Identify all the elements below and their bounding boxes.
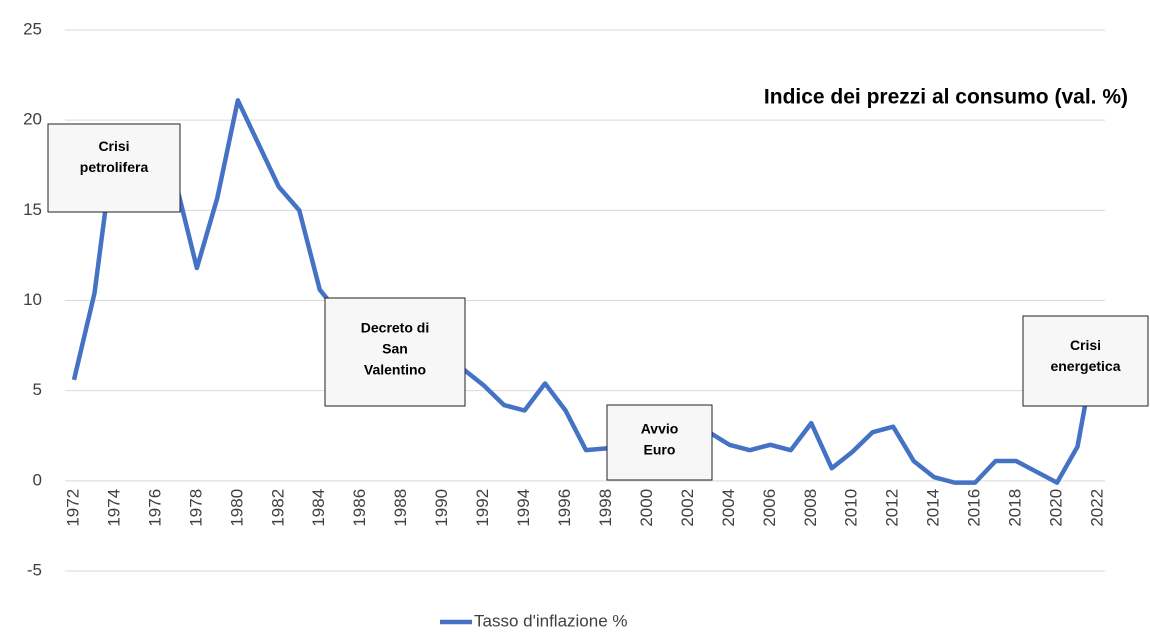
x-tick-label: 2006 <box>760 489 779 527</box>
x-tick-label: 2016 <box>965 489 984 527</box>
x-tick-label: 2004 <box>719 489 738 527</box>
x-tick-label: 1988 <box>391 489 410 527</box>
annotation-box <box>324 297 466 407</box>
x-tick-label: 1994 <box>514 489 533 527</box>
x-tick-label: 1976 <box>145 489 164 527</box>
annotation-text: energetica <box>1050 358 1120 374</box>
chart-title: Indice dei prezzi al consumo (val. %) <box>764 86 1128 109</box>
legend-label: Tasso d'inflazione % <box>474 611 628 630</box>
annotation-text: Crisi <box>98 138 129 154</box>
x-tick-label: 1992 <box>473 489 492 527</box>
x-tick-label: 1986 <box>350 489 369 527</box>
annotation-text: Decreto di <box>361 320 429 336</box>
annotation-text: Valentino <box>364 362 426 378</box>
y-tick-label: 10 <box>23 290 42 309</box>
annotation-box <box>47 123 181 213</box>
x-tick-label: 2020 <box>1047 489 1066 527</box>
annotation: Avvio Euro <box>606 404 713 481</box>
y-tick-label: 15 <box>23 200 42 219</box>
x-tick-label: 1984 <box>309 489 328 527</box>
annotation-text: Euro <box>644 442 676 458</box>
annotation-box <box>606 404 713 481</box>
x-tick-label: 2008 <box>801 489 820 527</box>
x-tick-label: 1974 <box>104 489 123 527</box>
annotation-text: petrolifera <box>80 159 149 175</box>
y-tick-label: 5 <box>33 380 42 399</box>
annotation-text: Avvio <box>641 421 679 437</box>
y-tick-label: 0 <box>33 470 42 489</box>
annotation: Crisi petrolifera <box>47 123 181 213</box>
x-tick-label: 2002 <box>678 489 697 527</box>
annotation-text: Crisi <box>1070 337 1101 353</box>
annotation-text: San <box>382 341 408 357</box>
y-tick-label: -5 <box>27 560 42 579</box>
x-tick-label: 2014 <box>924 489 943 527</box>
y-tick-label: 20 <box>23 110 42 129</box>
data-line <box>71 98 1101 485</box>
x-tick-label: 1998 <box>596 489 615 527</box>
x-tick-label: 1980 <box>227 489 246 527</box>
x-tick-label: 2022 <box>1087 489 1106 527</box>
annotation-box <box>1022 315 1149 407</box>
x-tick-label: 1982 <box>268 489 287 527</box>
x-tick-label: 1996 <box>555 489 574 527</box>
x-tick-label: 2000 <box>637 489 656 527</box>
x-tick-label: 2012 <box>883 489 902 527</box>
annotation: Crisi energetica <box>1022 315 1149 407</box>
x-tick-label: 1990 <box>432 489 451 527</box>
x-tick-label: 1978 <box>186 489 205 527</box>
x-tick-label: 2018 <box>1006 489 1025 527</box>
x-tick-label: 2010 <box>842 489 861 527</box>
y-tick-label: 25 <box>23 19 42 38</box>
annotation: Decreto di San Valentino <box>324 297 466 407</box>
x-tick-label: 1972 <box>63 489 82 527</box>
